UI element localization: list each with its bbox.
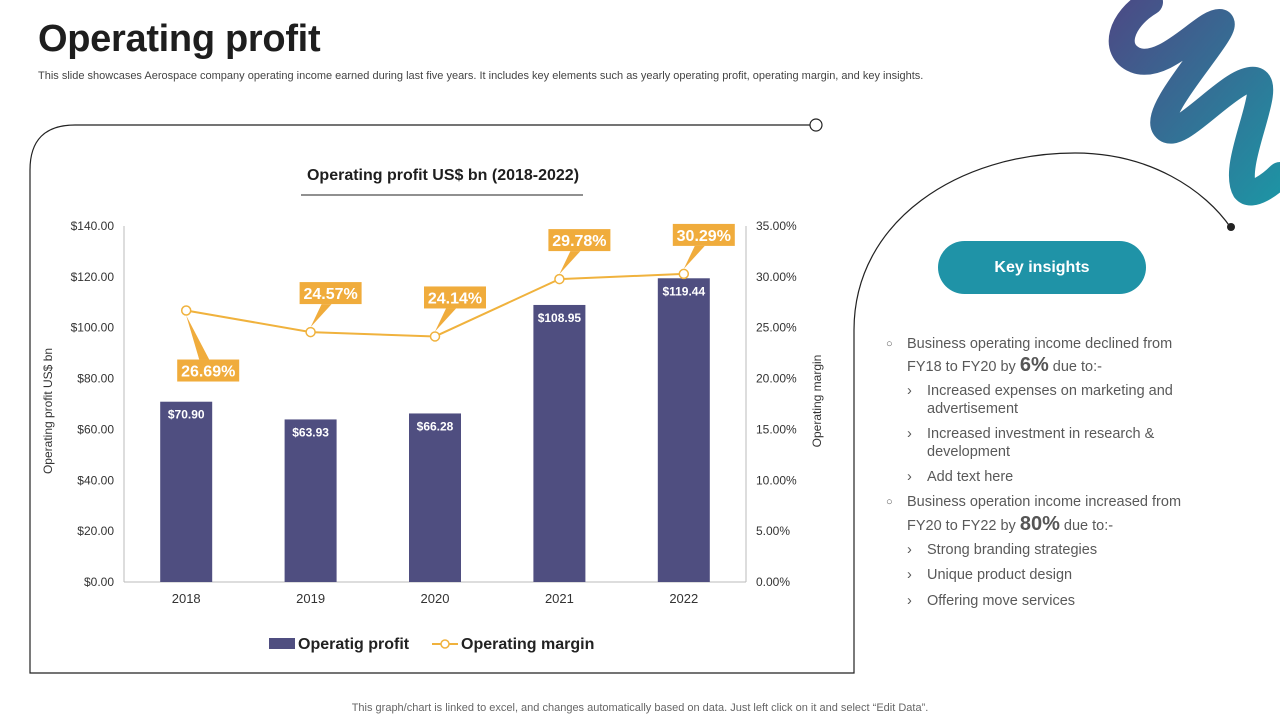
bar-value-label: $108.95 <box>538 311 582 325</box>
x-tick-label: 2019 <box>296 591 325 606</box>
chart-title: Operating profit US$ bn (2018-2022) <box>307 167 579 184</box>
margin-callout-2020 <box>424 286 486 309</box>
insight-sub-text: Increased investment in research & devel… <box>927 426 1155 460</box>
insight-sub-item: › Increased expenses on marketing and adv… <box>886 383 1206 418</box>
y2-tick-label: 35.00% <box>756 219 797 233</box>
y2-tick-label: 30.00% <box>756 270 797 284</box>
chevron-right-icon: › <box>907 383 912 400</box>
insight-sub-text: Strong branding strategies <box>927 541 1098 558</box>
legend-bar-swatch <box>269 638 295 649</box>
margin-point-2021[interactable] <box>554 273 565 285</box>
y-tick-label: $100.00 <box>71 321 115 335</box>
chevron-right-icon: › <box>907 592 912 609</box>
bar-2020[interactable] <box>409 413 461 582</box>
y-tick-label: $40.00 <box>77 473 114 487</box>
margin-callout-2019 <box>299 282 362 305</box>
x-tick-label: 2021 <box>545 591 574 606</box>
callout-pointer <box>310 304 332 328</box>
y-tick-label: $60.00 <box>77 422 114 436</box>
bar-value-label: $119.44 <box>662 284 705 298</box>
chevron-right-icon: › <box>907 541 912 558</box>
callout-pointer <box>683 245 705 269</box>
margin-callout-label: 24.57% <box>303 286 357 303</box>
insight-point-1-highlight: 6% <box>1019 354 1049 377</box>
page-title: Operating profit <box>38 18 321 60</box>
chevron-right-icon: › <box>907 567 912 584</box>
circle-bullet-icon: ○ <box>886 338 893 350</box>
insight-point-2: ○ Business operation income increased fr… <box>886 494 1206 535</box>
insight-point-1-suffix: due to:- <box>1052 359 1102 376</box>
y-tick-label: $140.00 <box>71 219 115 233</box>
y-tick-label: $120.00 <box>71 270 115 284</box>
y2-tick-label: 10.00% <box>756 473 797 487</box>
bar-value-label: $66.28 <box>417 419 454 433</box>
bar-2022[interactable] <box>657 278 710 582</box>
margin-point-2022[interactable] <box>678 268 690 280</box>
key-insights-list: ○ Business operating income declined fro… <box>886 336 1206 618</box>
insight-point-2-highlight: 80% <box>1019 512 1060 535</box>
insight-sub-item: › Increased investment in research & deve… <box>886 426 1206 461</box>
callout-pointer <box>186 315 210 360</box>
insight-sub-item: › Add text here <box>886 469 1206 486</box>
legend-line-label: Operating margin <box>461 636 594 653</box>
chevron-right-icon: › <box>907 426 912 443</box>
chevron-right-icon: › <box>907 468 912 485</box>
y2-tick-label: 15.00% <box>756 422 797 436</box>
y2-axis-label: Operating margin <box>810 355 824 448</box>
insight-point-1-text: Business operating income declined from … <box>907 336 1173 376</box>
margin-callout-label: 24.14% <box>428 290 482 307</box>
margin-callout-2018 <box>177 359 240 382</box>
y2-tick-label: 25.00% <box>756 321 797 335</box>
y-axis-label: Operating profit US$ bn <box>41 348 55 474</box>
bar-value-label: $70.90 <box>168 408 205 422</box>
bar-value-label: $63.93 <box>292 425 329 439</box>
bar-2018[interactable] <box>160 401 213 582</box>
insight-sub-item: › Offering move services <box>886 593 1206 610</box>
circle-bullet-icon: ○ <box>886 496 893 509</box>
margin-callout-2022 <box>672 223 735 246</box>
x-tick-label: 2020 <box>421 591 450 606</box>
margin-callout-label: 26.69% <box>181 364 235 381</box>
footer-note: This graph/chart is linked to excel, and… <box>351 702 929 714</box>
callout-pointer <box>435 308 456 332</box>
margin-point-2019[interactable] <box>305 326 316 338</box>
y-tick-label: $20.00 <box>77 524 114 538</box>
x-tick-label: 2022 <box>669 591 698 606</box>
callout-pointer <box>559 251 581 275</box>
y2-tick-label: 5.00% <box>756 524 790 538</box>
page-subtitle: This slide showcases Aerospace company o… <box>38 70 924 82</box>
legend-line-marker <box>440 639 450 649</box>
insight-point-1: ○ Business operating income declined fro… <box>886 336 1206 377</box>
key-insights-button[interactable]: Key insights <box>938 241 1146 294</box>
bar-2021[interactable] <box>533 304 586 582</box>
insight-point-2-text: Business operation income increased from… <box>907 494 1182 534</box>
margin-point-2018[interactable] <box>180 305 192 316</box>
margin-point-2020[interactable] <box>429 331 441 342</box>
y-tick-label: $80.00 <box>77 372 114 386</box>
insight-sub-text: Increased expenses on marketing and adve… <box>927 383 1173 417</box>
margin-callout-label: 30.29% <box>677 228 731 245</box>
insight-sub-text: Offering move services <box>927 592 1076 609</box>
insight-sub-item: › Strong branding strategies <box>886 542 1206 559</box>
y2-tick-label: 0.00% <box>756 575 790 589</box>
x-tick-label: 2018 <box>172 591 201 606</box>
bar-2019[interactable] <box>284 419 337 582</box>
margin-callout-2021 <box>548 229 611 252</box>
insight-sub-text: Add text here <box>927 468 1014 485</box>
margin-callout-label: 29.78% <box>552 233 606 250</box>
insight-point-2-suffix: due to:- <box>1063 517 1114 534</box>
insight-sub-item: › Unique product design <box>886 567 1206 584</box>
insight-sub-text: Unique product design <box>927 567 1073 584</box>
y2-tick-label: 20.00% <box>756 372 797 386</box>
y-tick-label: $0.00 <box>84 575 114 589</box>
legend-bar-label: Operatig profit <box>298 636 410 653</box>
